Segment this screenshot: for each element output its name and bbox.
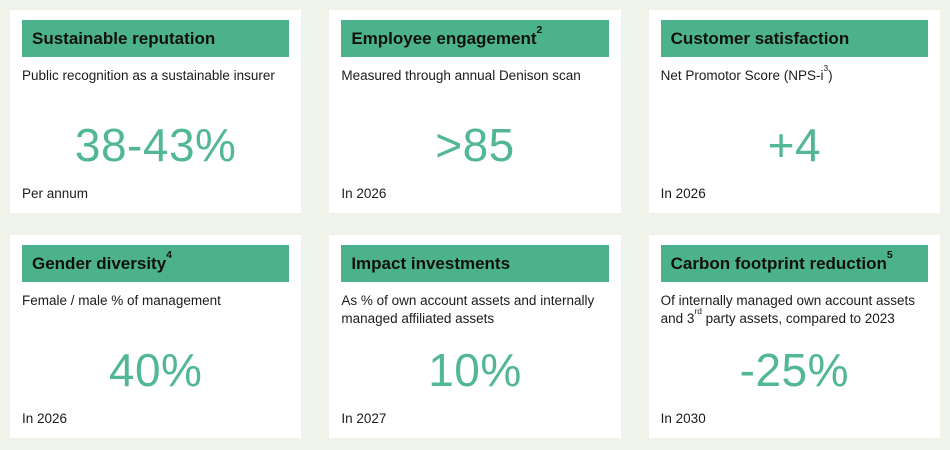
kpi-title-footnote: 4 bbox=[166, 248, 173, 261]
kpi-timeframe: In 2030 bbox=[660, 411, 706, 426]
kpi-value-area: -25% bbox=[661, 329, 928, 411]
kpi-value: >85 bbox=[435, 118, 515, 171]
kpi-card-carbon-footprint-reduction: Carbon footprint reduction5 Of internall… bbox=[648, 235, 940, 438]
kpi-card-sustainable-reputation: Sustainable reputation Public recognitio… bbox=[10, 10, 302, 213]
kpi-title: Gender diversity bbox=[32, 254, 167, 273]
kpi-timeframe: In 2026 bbox=[341, 186, 387, 201]
kpi-value-area: >85 bbox=[341, 103, 608, 186]
kpi-description-text: Net Promotor Score (NPS-i bbox=[660, 68, 824, 84]
kpi-description-text: Public recognition as a sustainable insu… bbox=[22, 68, 275, 84]
kpi-description: Public recognition as a sustainable insu… bbox=[22, 67, 289, 103]
kpi-title: Employee engagement bbox=[351, 29, 537, 48]
kpi-description: Of internally managed own account assets… bbox=[661, 292, 928, 328]
kpi-card-gender-diversity: Gender diversity4 Female / male % of man… bbox=[10, 235, 302, 438]
kpi-card-header: Sustainable reputation bbox=[22, 20, 290, 58]
kpi-description-text-after: party assets, compared to 2023 bbox=[701, 311, 895, 327]
kpi-value-area: 40% bbox=[22, 328, 289, 411]
kpi-value-area: 38-43% bbox=[22, 103, 289, 186]
kpi-description-text: Of internally managed own account assets… bbox=[660, 293, 916, 327]
kpi-timeframe: Per annum bbox=[22, 186, 89, 201]
kpi-title-footnote: 2 bbox=[536, 23, 543, 36]
kpi-title: Customer satisfaction bbox=[670, 29, 850, 48]
kpi-card-header: Gender diversity4 bbox=[22, 245, 290, 283]
kpi-title: Carbon footprint reduction bbox=[670, 254, 887, 273]
kpi-card-employee-engagement: Employee engagement2 Measured through an… bbox=[329, 10, 621, 213]
kpi-description: Net Promotor Score (NPS-i3) bbox=[660, 64, 928, 103]
kpi-value: -25% bbox=[739, 343, 850, 396]
kpi-value: +4 bbox=[767, 118, 822, 171]
kpi-timeframe: In 2026 bbox=[660, 186, 706, 201]
kpi-description: Measured through annual Denison scan bbox=[341, 67, 608, 103]
kpi-description-text: Female / male % of management bbox=[22, 293, 221, 309]
kpi-value-area: +4 bbox=[661, 103, 928, 186]
kpi-value: 10% bbox=[428, 343, 522, 396]
kpi-timeframe: In 2026 bbox=[22, 411, 68, 426]
kpi-card-header: Impact investments bbox=[341, 245, 609, 283]
kpi-description: Female / male % of management bbox=[22, 292, 289, 328]
kpi-value: 40% bbox=[108, 343, 203, 396]
kpi-description-text: Measured through annual Denison scan bbox=[341, 68, 581, 84]
kpi-card-header: Employee engagement2 bbox=[341, 20, 609, 58]
kpi-description-text-after: ) bbox=[828, 68, 833, 84]
kpi-timeframe: In 2027 bbox=[341, 411, 387, 426]
kpi-card-header: Customer satisfaction bbox=[660, 20, 928, 58]
kpi-card-impact-investments: Impact investments As % of own account a… bbox=[329, 235, 621, 438]
kpi-title-footnote: 5 bbox=[886, 248, 893, 261]
kpi-card-customer-satisfaction: Customer satisfaction Net Promotor Score… bbox=[648, 10, 940, 213]
kpi-title: Sustainable reputation bbox=[32, 29, 216, 48]
kpi-value: 38-43% bbox=[74, 118, 237, 171]
kpi-description: As % of own account assets and internall… bbox=[341, 292, 608, 328]
kpi-description-text: As % of own account assets and internall… bbox=[341, 293, 595, 327]
kpi-card-header: Carbon footprint reduction5 bbox=[660, 245, 928, 283]
kpi-title: Impact investments bbox=[351, 254, 511, 273]
kpi-description-footnote: rd bbox=[694, 306, 702, 317]
kpi-value-area: 10% bbox=[341, 329, 608, 411]
kpi-description-footnote: 3 bbox=[823, 62, 829, 73]
